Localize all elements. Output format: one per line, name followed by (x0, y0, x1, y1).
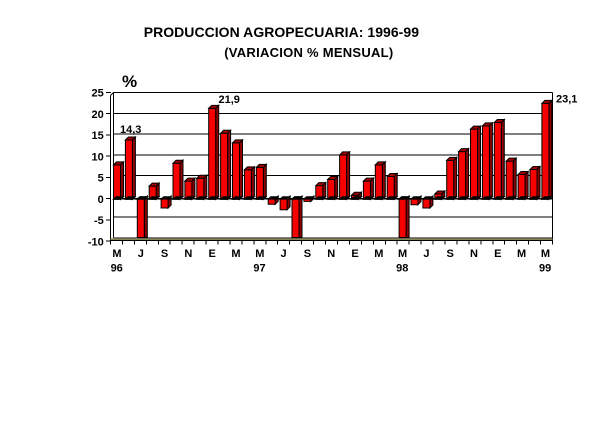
svg-text:23,1: 23,1 (556, 94, 577, 106)
svg-text:99: 99 (539, 262, 551, 274)
svg-text:J: J (281, 248, 287, 260)
svg-text:E: E (494, 248, 501, 260)
svg-text:S: S (161, 248, 168, 260)
svg-text:0: 0 (98, 194, 104, 206)
svg-text:(VARIACION % MENSUAL): (VARIACION % MENSUAL) (224, 45, 393, 60)
svg-text:S: S (304, 248, 311, 260)
svg-text:E: E (351, 248, 358, 260)
svg-text:M: M (112, 248, 121, 260)
svg-text:97: 97 (253, 262, 265, 274)
svg-text:10: 10 (92, 151, 104, 163)
svg-text:N: N (327, 248, 335, 260)
svg-text:M: M (517, 248, 526, 260)
svg-text:M: M (541, 248, 550, 260)
svg-text:M: M (374, 248, 383, 260)
svg-text:N: N (470, 248, 478, 260)
svg-text:E: E (209, 248, 216, 260)
svg-text:98: 98 (396, 262, 408, 274)
svg-text:-5: -5 (94, 215, 104, 227)
svg-text:PRODUCCION AGROPECUARIA: 1996-: PRODUCCION AGROPECUARIA: 1996-99 (144, 24, 420, 40)
svg-text:15: 15 (92, 130, 104, 142)
svg-text:M: M (231, 248, 240, 260)
svg-text:20: 20 (92, 109, 104, 121)
svg-text:N: N (184, 248, 192, 260)
svg-text:21,9: 21,9 (219, 94, 240, 106)
svg-text:J: J (423, 248, 429, 260)
svg-text:%: % (122, 72, 137, 91)
svg-text:M: M (255, 248, 264, 260)
svg-text:14,3: 14,3 (120, 124, 141, 136)
svg-text:25: 25 (92, 88, 104, 100)
svg-text:S: S (447, 248, 454, 260)
svg-text:5: 5 (98, 173, 104, 185)
svg-text:96: 96 (111, 262, 123, 274)
svg-text:J: J (138, 248, 144, 260)
svg-text:M: M (398, 248, 407, 260)
svg-text:-10: -10 (88, 236, 104, 248)
